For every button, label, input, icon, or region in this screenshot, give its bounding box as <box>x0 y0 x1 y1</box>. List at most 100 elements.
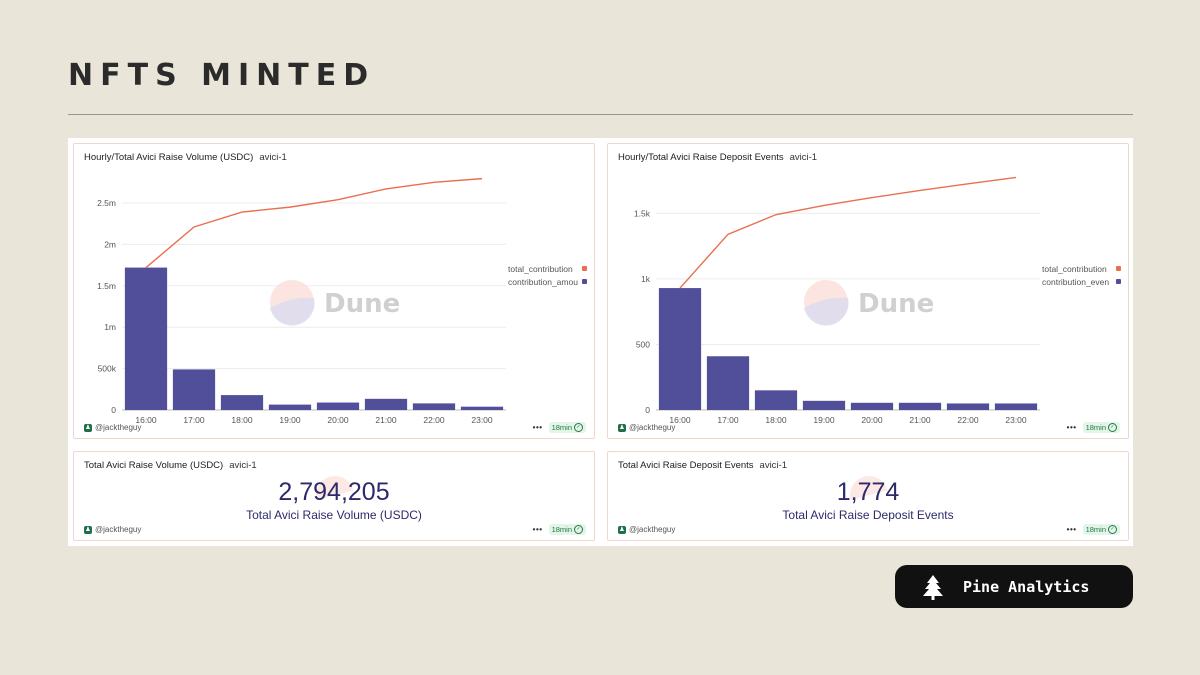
check-icon: ✓ <box>1108 525 1117 534</box>
bar <box>460 406 504 410</box>
bar <box>412 403 456 410</box>
panel-header: Total Avici Raise Deposit Events avici-1 <box>618 460 787 471</box>
check-icon: ✓ <box>1108 423 1117 432</box>
counter-label: Total Avici Raise Volume (USDC) <box>246 508 422 522</box>
legend-swatch <box>582 279 587 284</box>
bar <box>268 404 312 410</box>
brand-badge: Pine Analytics <box>895 565 1133 608</box>
user-icon: ♟ <box>84 423 92 432</box>
counter-value: 2,794,205 <box>278 478 390 506</box>
x-tick-label: 21:00 <box>375 415 397 425</box>
x-tick-label: 19:00 <box>813 415 835 425</box>
panel-footer-actions: ••• 18min ✓ <box>1067 524 1120 535</box>
y-tick-label: 500 <box>636 339 650 349</box>
y-tick-label: 0 <box>111 405 116 415</box>
dashboard: Hourly/Total Avici Raise Volume (USDC) av… <box>68 138 1133 546</box>
panel-tag: avici-1 <box>229 460 257 471</box>
panel-tag: avici-1 <box>759 460 787 471</box>
panel-footer-actions: ••• 18min ✓ <box>1067 422 1120 433</box>
series-line-total-contribution <box>145 177 483 269</box>
legend-label: total_contribution <box>1042 264 1107 274</box>
panel-title[interactable]: Total Avici Raise Volume (USDC) <box>84 460 224 471</box>
freshness-badge[interactable]: 18min ✓ <box>1082 524 1120 535</box>
x-tick-label: 17:00 <box>183 415 205 425</box>
bar <box>124 267 168 410</box>
panel-footer-actions: ••• 18min ✓ <box>533 524 586 535</box>
freshness-text: 18min <box>1085 525 1106 534</box>
panel-author[interactable]: ♟ @jacktheguy <box>618 423 675 432</box>
author-name: @jacktheguy <box>95 525 142 534</box>
x-tick-label: 18:00 <box>231 415 253 425</box>
user-icon: ♟ <box>618 525 626 534</box>
x-tick-label: 20:00 <box>861 415 883 425</box>
brand-name: Pine Analytics <box>963 577 1090 596</box>
author-name: @jacktheguy <box>629 423 676 432</box>
watermark-text: Dune <box>858 289 934 319</box>
y-tick-label: 2m <box>104 239 116 249</box>
x-tick-label: 21:00 <box>909 415 931 425</box>
events-chart: 0 500 1k 1.5k Dune 16:00 17:00 18:00 19:00 20:00 2… <box>634 176 1121 425</box>
more-options-icon[interactable]: ••• <box>532 525 543 534</box>
bar <box>706 356 750 410</box>
freshness-badge[interactable]: 18min ✓ <box>548 422 586 433</box>
panel-header: Hourly/Total Avici Raise Volume (USDC) av… <box>84 152 287 163</box>
freshness-text: 18min <box>551 525 572 534</box>
y-tick-label: 1k <box>641 274 651 284</box>
x-tick-label: 22:00 <box>423 415 445 425</box>
bar <box>802 400 846 410</box>
bar <box>898 402 942 410</box>
y-tick-label: 0 <box>645 405 650 415</box>
x-tick-label: 23:00 <box>471 415 493 425</box>
legend-label: contribution_amou <box>508 277 578 287</box>
more-options-icon[interactable]: ••• <box>532 423 543 432</box>
panel-author[interactable]: ♟ @jacktheguy <box>84 423 141 432</box>
volume-chart: 0 500k 1m 1.5m 2m 2.5m Dune 16:00 17:00 18:00 19:0… <box>97 177 587 425</box>
bar <box>658 288 702 410</box>
x-tick-label: 23:00 <box>1005 415 1027 425</box>
bar <box>754 390 798 410</box>
freshness-text: 18min <box>551 423 572 432</box>
legend-label: total_contribution <box>508 264 573 274</box>
bar <box>364 398 408 410</box>
counter-value: 1,774 <box>836 478 900 506</box>
x-tick-label: 18:00 <box>765 415 787 425</box>
legend-label: contribution_even <box>1042 277 1109 287</box>
more-options-icon[interactable]: ••• <box>1066 525 1077 534</box>
check-icon: ✓ <box>574 423 583 432</box>
panel-tag: avici-1 <box>259 152 287 163</box>
y-tick-label: 1.5k <box>634 208 651 218</box>
title-divider <box>68 114 1133 115</box>
panel-author[interactable]: ♟ @jacktheguy <box>618 525 675 534</box>
user-icon: ♟ <box>84 525 92 534</box>
volume-chart-panel: Hourly/Total Avici Raise Volume (USDC) av… <box>73 143 595 439</box>
x-tick-label: 17:00 <box>717 415 739 425</box>
panel-author[interactable]: ♟ @jacktheguy <box>84 525 141 534</box>
events-chart-panel: Hourly/Total Avici Raise Deposit Events a… <box>607 143 1129 439</box>
y-tick-label: 500k <box>98 364 117 374</box>
panel-title[interactable]: Hourly/Total Avici Raise Deposit Events <box>618 152 784 163</box>
more-options-icon[interactable]: ••• <box>1066 423 1077 432</box>
watermark-logo-icon <box>850 476 888 514</box>
volume-counter-panel: Total Avici Raise Volume (USDC) avici-1 2… <box>73 451 595 541</box>
watermark-logo-shade <box>270 297 315 326</box>
page-title: NFTS MINTED <box>68 58 376 93</box>
panel-header: Total Avici Raise Volume (USDC) avici-1 <box>84 460 257 471</box>
user-icon: ♟ <box>618 423 626 432</box>
legend-swatch <box>1116 266 1121 271</box>
y-tick-label: 1m <box>104 322 116 332</box>
bar <box>946 403 990 410</box>
freshness-badge[interactable]: 18min ✓ <box>548 524 586 535</box>
bar <box>220 395 264 410</box>
pine-tree-icon <box>923 574 943 600</box>
panel-title[interactable]: Total Avici Raise Deposit Events <box>618 460 754 471</box>
watermark-text: Dune <box>324 289 400 319</box>
bar <box>172 369 216 410</box>
bar <box>850 402 894 410</box>
x-tick-label: 19:00 <box>279 415 301 425</box>
panel-tag: avici-1 <box>789 152 818 163</box>
freshness-badge[interactable]: 18min ✓ <box>1082 422 1120 433</box>
x-tick-label: 16:00 <box>135 415 157 425</box>
panel-footer-actions: ••• 18min ✓ <box>533 422 586 433</box>
check-icon: ✓ <box>574 525 583 534</box>
panel-title[interactable]: Hourly/Total Avici Raise Volume (USDC) <box>84 152 254 163</box>
